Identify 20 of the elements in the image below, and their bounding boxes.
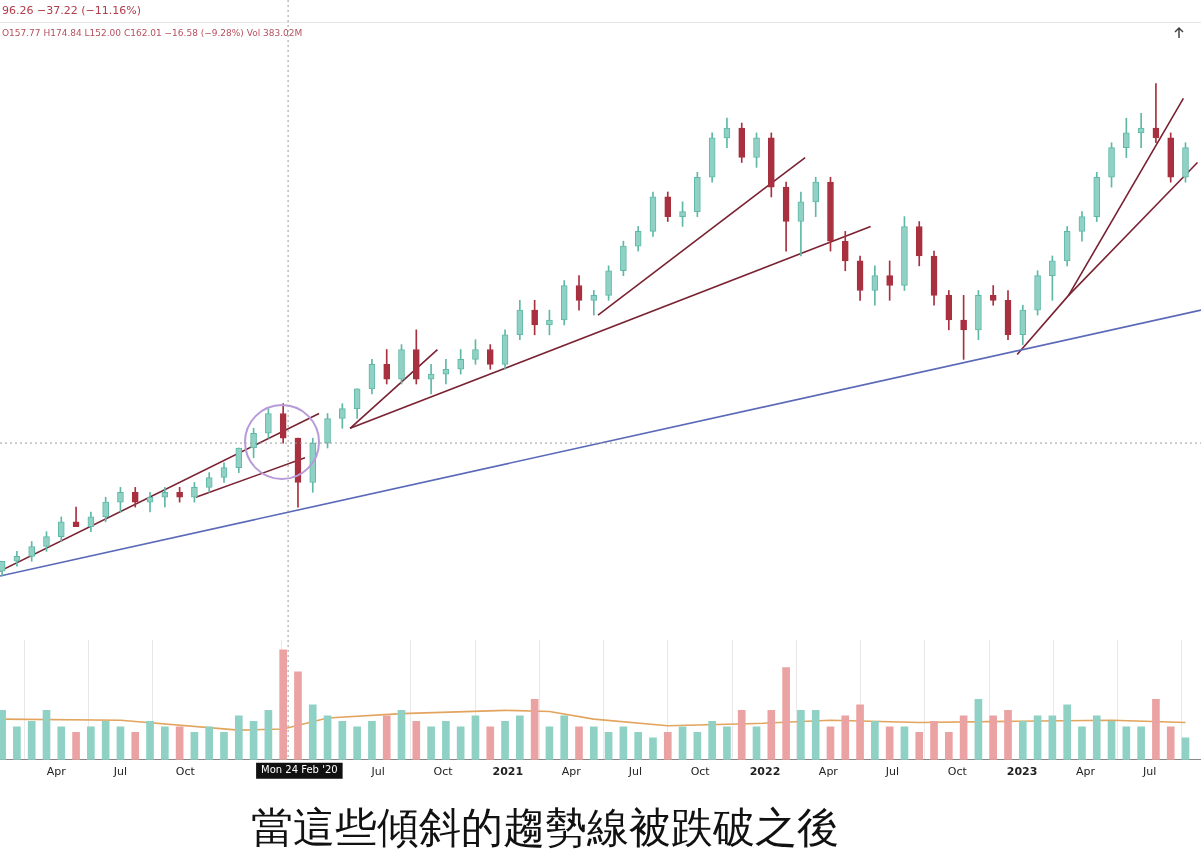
x-tick-label: Oct [433,765,454,779]
x-tick-label: Oct [175,765,196,779]
x-tick-label: Apr [561,765,582,779]
ref-line-label: Mon 24 Feb '20 [261,764,338,776]
x-tick-label: Jul [370,765,385,779]
x-tick-label: Jul [627,765,643,779]
x-tick-label: Oct [947,765,968,779]
x-tick-label: Jul [112,765,128,779]
x-tick-label: Oct [690,765,711,779]
x-tick-label: Jul [1141,765,1157,779]
x-tick-label: Apr [46,765,67,779]
text: O157.77 H174.84 L152.00 C162.01 −16.58 (−9.28%) Vol 383.02M [2,28,303,38]
x-tick-label: 2023 [1006,765,1038,779]
text: 96.26 −37.22 (−11.16%) [2,4,141,17]
x-tick-label: Jul [884,765,900,779]
text: 當這些傾斜的趨勢線被跌破之後 [250,802,840,854]
x-tick-label: Apr [1075,765,1096,779]
x-tick-label: 2022 [749,765,781,779]
x-tick-label: 2021 [492,765,524,779]
x-tick-label: Apr [818,765,839,779]
